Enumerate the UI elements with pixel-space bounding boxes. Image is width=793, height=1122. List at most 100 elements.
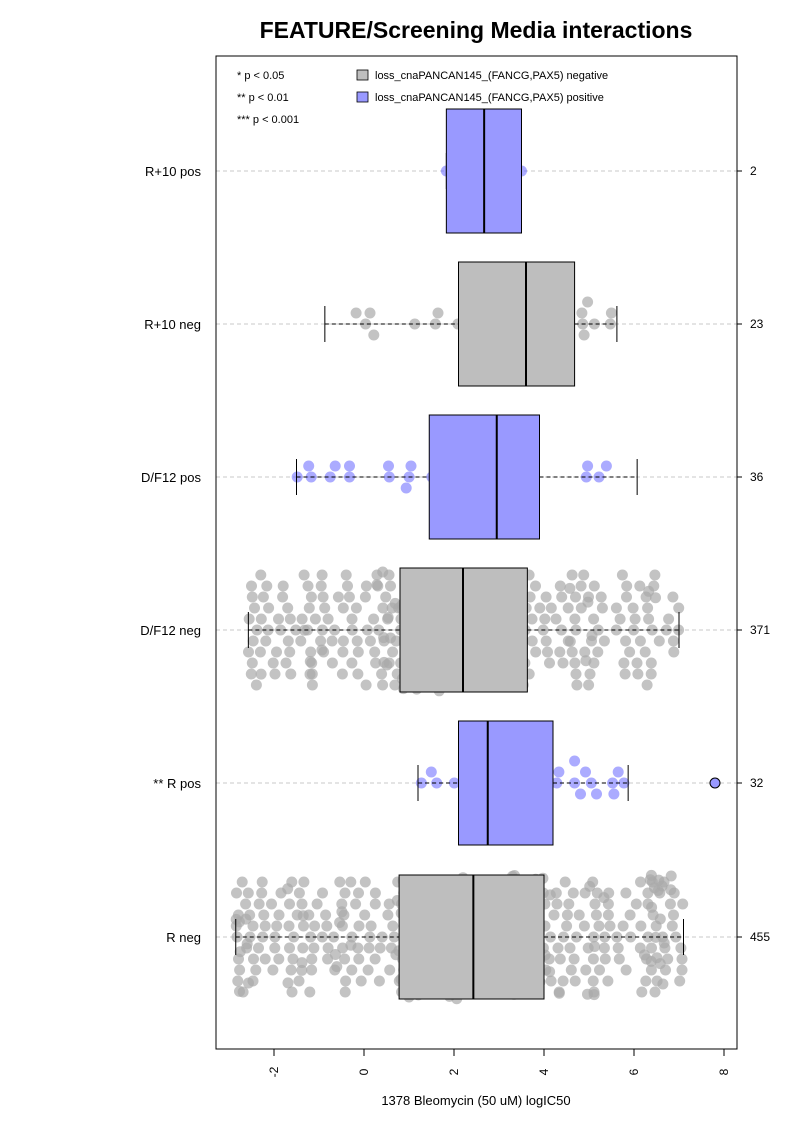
sig-legend-1: * p < 0.05	[237, 70, 284, 82]
x-tick-label: 6	[627, 1068, 641, 1075]
data-point	[241, 938, 253, 950]
data-point	[326, 657, 338, 669]
category-count: 2	[750, 164, 757, 178]
data-point	[387, 646, 399, 658]
data-point	[588, 580, 600, 592]
data-point	[334, 917, 346, 928]
data-point	[645, 668, 657, 680]
data-point	[526, 635, 538, 647]
data-point	[296, 957, 308, 969]
data-point	[578, 920, 590, 932]
data-point	[369, 898, 381, 910]
data-point	[253, 942, 264, 954]
data-point	[621, 591, 632, 603]
data-point	[316, 644, 328, 656]
data-point	[257, 931, 269, 943]
data-point	[573, 909, 585, 921]
data-point	[666, 920, 678, 932]
data-point	[236, 876, 248, 888]
data-point	[334, 876, 346, 888]
data-point	[612, 766, 624, 778]
data-point	[303, 460, 315, 472]
data-point	[339, 986, 351, 998]
data-point	[242, 887, 254, 899]
data-point	[644, 874, 656, 886]
data-point	[346, 657, 358, 669]
data-point	[675, 942, 687, 954]
data-point	[296, 964, 308, 976]
data-point	[432, 307, 444, 319]
data-point	[400, 482, 412, 494]
data-point	[308, 942, 320, 954]
category-label: R neg	[166, 930, 201, 945]
data-point	[240, 913, 252, 925]
data-point	[565, 964, 577, 976]
data-point	[350, 307, 362, 319]
data-point	[296, 898, 308, 910]
data-point	[598, 942, 610, 954]
data-point	[584, 668, 596, 680]
data-point	[269, 668, 281, 680]
data-point	[298, 876, 310, 888]
data-point	[587, 975, 599, 987]
data-point	[425, 766, 437, 778]
data-point	[360, 580, 372, 592]
data-point	[346, 624, 358, 636]
data-point	[246, 591, 258, 603]
data-point	[624, 646, 636, 658]
data-point	[253, 898, 265, 910]
data-point	[256, 887, 268, 899]
data-point	[580, 766, 591, 778]
data-point	[346, 931, 358, 943]
data-point	[293, 887, 305, 899]
sig-legend-3: *** p < 0.001	[237, 114, 299, 126]
data-point	[285, 668, 297, 680]
data-point	[645, 657, 657, 669]
data-point	[602, 975, 614, 987]
data-point	[311, 898, 323, 910]
data-point	[377, 566, 389, 578]
category-count: 23	[750, 317, 764, 331]
data-point	[385, 580, 396, 592]
data-point	[353, 953, 365, 965]
data-point	[545, 931, 556, 943]
category-label: R+10 pos	[145, 164, 202, 179]
data-point	[298, 569, 310, 581]
data-point	[639, 949, 650, 961]
data-point	[409, 318, 421, 330]
data-point	[243, 977, 254, 989]
data-point	[561, 920, 573, 932]
data-point	[579, 646, 591, 658]
data-point	[277, 580, 289, 592]
data-point	[267, 657, 279, 669]
data-point	[259, 920, 271, 932]
data-point	[578, 329, 590, 341]
data-point	[429, 318, 441, 330]
data-point	[234, 946, 246, 958]
data-point	[590, 909, 602, 921]
data-point	[336, 668, 348, 680]
box	[428, 414, 540, 540]
data-point	[563, 898, 575, 910]
data-point	[336, 898, 348, 910]
data-point	[243, 646, 254, 658]
data-point	[610, 602, 622, 614]
data-point	[273, 613, 284, 625]
data-point	[595, 591, 607, 603]
data-point	[315, 580, 327, 592]
x-tick-label: 2	[447, 1068, 461, 1075]
data-point	[569, 975, 581, 987]
data-point	[284, 898, 295, 910]
data-point	[352, 668, 364, 680]
data-point	[571, 679, 583, 691]
data-point	[304, 656, 316, 667]
data-point	[295, 635, 307, 647]
data-point	[368, 613, 380, 625]
data-point	[616, 569, 628, 581]
x-tick-label: 0	[357, 1068, 371, 1075]
data-point	[317, 887, 328, 899]
data-point	[636, 986, 648, 998]
data-point	[667, 635, 679, 647]
data-point	[620, 635, 632, 647]
data-point	[245, 668, 257, 680]
